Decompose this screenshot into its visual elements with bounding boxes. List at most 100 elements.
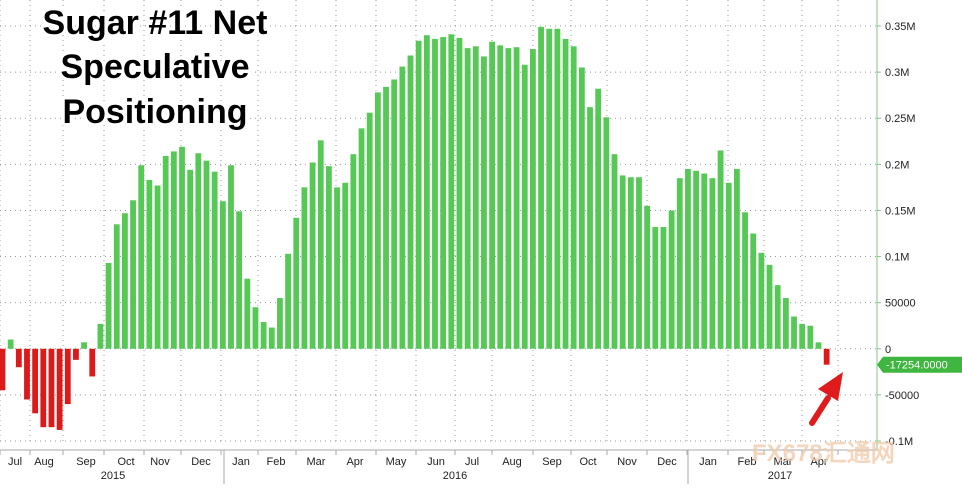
bar <box>285 253 291 349</box>
bar <box>448 34 455 349</box>
bar <box>407 55 414 349</box>
bar <box>758 252 765 349</box>
bar <box>244 278 251 349</box>
bar <box>326 166 332 349</box>
bar <box>268 327 275 349</box>
bar <box>32 348 39 414</box>
bar <box>644 205 651 349</box>
bar <box>611 154 618 349</box>
bar <box>301 187 308 349</box>
bar <box>211 171 218 349</box>
bar <box>219 201 226 349</box>
bar <box>782 298 789 349</box>
bar <box>432 38 438 349</box>
bar <box>505 48 512 349</box>
year-label: 2016 <box>443 470 467 482</box>
y-tick-label: 0.35M <box>885 21 916 33</box>
year-label: 2017 <box>768 470 792 482</box>
bar <box>774 285 781 349</box>
bar <box>293 217 300 349</box>
x-tick-label: Oct <box>579 456 596 468</box>
bar <box>358 128 365 349</box>
y-tick-label: -0.1M <box>885 436 913 448</box>
bar <box>73 348 79 360</box>
title-halo: Positioning <box>62 93 247 131</box>
annotations: -17254.0000 FX678汇通网 <box>752 356 962 467</box>
chart-title-line: Speculative <box>61 48 250 86</box>
bar <box>122 213 128 349</box>
bar <box>742 212 748 349</box>
x-tick-label: Feb <box>267 456 286 468</box>
y-tick-label: 0.2M <box>885 159 909 171</box>
bar <box>693 170 699 349</box>
x-tick-label: Dec <box>657 456 677 468</box>
bar <box>170 151 177 349</box>
bar <box>701 173 708 349</box>
bar <box>415 40 422 349</box>
year-label: 2015 <box>101 470 125 482</box>
bar <box>113 224 120 349</box>
x-tick-label: Jun <box>427 456 445 468</box>
bar <box>578 67 585 349</box>
bar <box>162 156 169 349</box>
bar <box>146 180 153 349</box>
x-tick-label: Aug <box>34 456 54 468</box>
y-tick-label: 0.1M <box>885 252 909 264</box>
bar <box>277 298 283 349</box>
bar <box>464 48 471 349</box>
x-tick-label: Mar <box>307 456 326 468</box>
x-tick-label: Jan <box>232 456 250 468</box>
x-tick-label: Nov <box>150 456 170 468</box>
x-tick-label: Jul <box>465 456 479 468</box>
bar <box>538 26 544 349</box>
bar <box>179 146 185 349</box>
bar <box>619 175 626 349</box>
bar <box>130 200 136 349</box>
x-tick-label: Mar <box>774 456 793 468</box>
bar <box>252 307 259 349</box>
bar <box>513 47 520 349</box>
bar <box>105 263 112 349</box>
chart-title-line: Sugar #11 Net <box>43 4 268 42</box>
bar <box>652 227 659 349</box>
bar <box>734 168 740 349</box>
bar <box>391 79 398 349</box>
bar <box>660 227 667 349</box>
bar <box>64 348 71 405</box>
bar <box>81 342 87 349</box>
x-tick-label: May <box>386 456 407 468</box>
bar <box>595 88 602 349</box>
x-tick-label: Jul <box>8 456 22 468</box>
bar <box>668 210 675 349</box>
x-tick-label: Oct <box>117 456 134 468</box>
x-tick-label: Aug <box>502 456 522 468</box>
y-tick-label: 0.25M <box>885 113 916 125</box>
watermark: FX678汇通网 <box>752 440 895 467</box>
bar <box>766 264 773 349</box>
x-tick-label: Sep <box>542 456 562 468</box>
bar <box>236 211 243 349</box>
x-tick-label: Apr <box>346 456 363 468</box>
x-tick-label: Apr <box>810 456 827 468</box>
chart-title-line: Positioning <box>62 93 247 131</box>
bar <box>636 177 642 349</box>
bar <box>587 107 593 349</box>
bar <box>399 66 406 349</box>
bar <box>717 150 724 349</box>
bar <box>7 339 14 349</box>
bar <box>138 165 145 349</box>
bar <box>521 64 528 349</box>
bar <box>627 177 634 349</box>
x-tick-label: Feb <box>738 456 757 468</box>
x-tick-label: Nov <box>617 456 637 468</box>
bar <box>530 49 536 349</box>
bars <box>0 26 830 430</box>
bar <box>48 348 55 428</box>
bar <box>309 162 316 349</box>
bar <box>725 182 732 349</box>
bar <box>799 323 806 349</box>
arrow-head-icon <box>818 372 843 401</box>
